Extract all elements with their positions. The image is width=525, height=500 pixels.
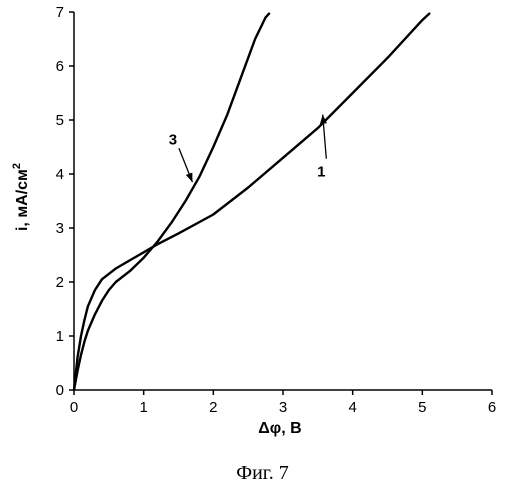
y-axis-title-main: i, мА/см [14,169,31,231]
arrowhead-3 [186,172,193,182]
curve-label-1: 1 [317,164,325,181]
y-tick-label: 6 [56,58,64,75]
x-tick-label: 3 [279,399,287,416]
x-tick-label: 1 [139,399,147,416]
x-tick-label: 5 [418,399,426,416]
y-axis-title-superscript: 2 [11,163,23,169]
curve-label-3: 3 [169,131,177,148]
y-tick-label: 7 [56,4,64,21]
x-tick-label: 6 [488,399,496,416]
figure-caption: Фиг. 7 [0,462,525,485]
y-tick-label: 5 [56,112,64,129]
y-tick-label: 0 [56,382,64,399]
chart-figure: 012345670123456Δφ, Вi, мА/см231 [0,0,525,460]
y-axis-title: i, мА/см2 [11,163,31,231]
y-tick-label: 4 [56,166,64,183]
x-axis-title: Δφ, В [258,420,301,437]
x-tick-label: 4 [348,399,356,416]
series-curve-3 [74,14,269,390]
x-tick-label: 0 [70,399,78,416]
y-tick-label: 2 [56,274,64,291]
y-tick-label: 1 [56,328,64,345]
y-tick-label: 3 [56,220,64,237]
x-tick-label: 2 [209,399,217,416]
series-curve-1 [74,14,429,390]
